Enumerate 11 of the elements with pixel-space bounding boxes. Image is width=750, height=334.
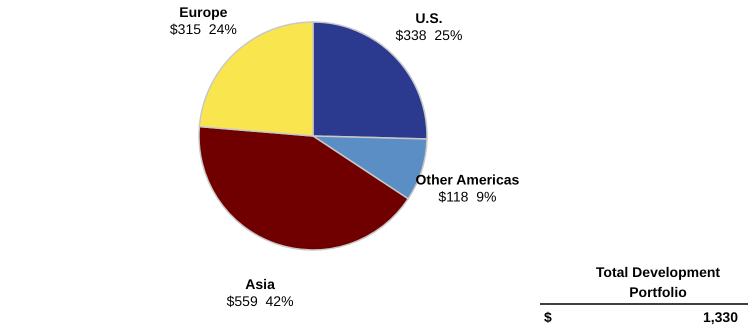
data-label: $559 42%	[226, 292, 294, 309]
text: 1,330	[702, 309, 738, 325]
slice-label: Other Americas	[416, 172, 520, 188]
data-label: $118 9%	[438, 188, 496, 205]
text: $	[544, 309, 552, 325]
slice-label: Europe	[179, 4, 228, 20]
data-label: $338 25%	[395, 27, 462, 44]
text: Total Development Portfolio	[596, 264, 720, 300]
slice-label: U.S.	[415, 10, 443, 26]
data-label: $315 24%	[170, 20, 237, 37]
slice-label: Asia	[245, 276, 276, 292]
